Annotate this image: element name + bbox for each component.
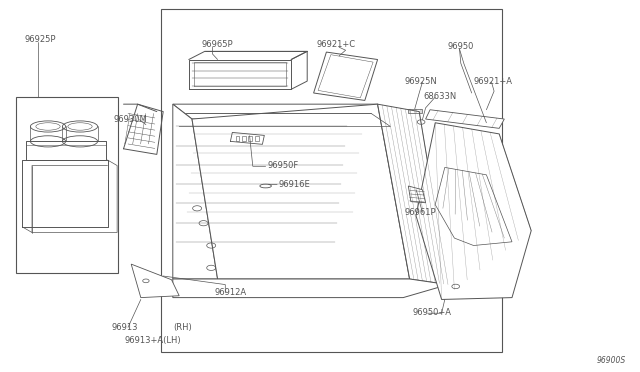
Polygon shape xyxy=(416,123,531,299)
Text: (RH): (RH) xyxy=(173,323,191,332)
Text: 96950: 96950 xyxy=(448,42,474,51)
Polygon shape xyxy=(378,104,448,285)
Polygon shape xyxy=(314,52,378,100)
Polygon shape xyxy=(173,104,218,279)
Text: 96965P: 96965P xyxy=(202,40,233,49)
Polygon shape xyxy=(192,104,410,279)
Polygon shape xyxy=(408,186,426,203)
Text: 96913: 96913 xyxy=(112,323,138,332)
Text: 96913+A(LH): 96913+A(LH) xyxy=(125,336,181,345)
Text: 96925N: 96925N xyxy=(404,77,437,86)
Polygon shape xyxy=(173,104,397,119)
Bar xyxy=(161,9,502,352)
Text: 68633N: 68633N xyxy=(424,92,457,101)
Bar xyxy=(408,109,422,113)
Polygon shape xyxy=(426,110,504,128)
Bar xyxy=(242,136,246,141)
Polygon shape xyxy=(435,167,512,246)
Text: 96912A: 96912A xyxy=(214,288,246,296)
Polygon shape xyxy=(131,264,179,298)
Text: 96950+A: 96950+A xyxy=(413,308,452,317)
Polygon shape xyxy=(173,279,448,298)
Text: 96950F: 96950F xyxy=(268,161,299,170)
Text: 96916E: 96916E xyxy=(278,180,310,189)
Text: 96921+C: 96921+C xyxy=(317,40,356,49)
Text: 96930M: 96930M xyxy=(114,115,148,124)
Text: 96900S: 96900S xyxy=(596,356,626,365)
Bar xyxy=(248,136,252,141)
Text: 96925P: 96925P xyxy=(24,35,56,44)
Text: 96961P: 96961P xyxy=(404,208,436,217)
Bar xyxy=(236,136,239,141)
Bar xyxy=(255,136,259,141)
Bar xyxy=(16,97,118,273)
Text: 96921+A: 96921+A xyxy=(474,77,513,86)
